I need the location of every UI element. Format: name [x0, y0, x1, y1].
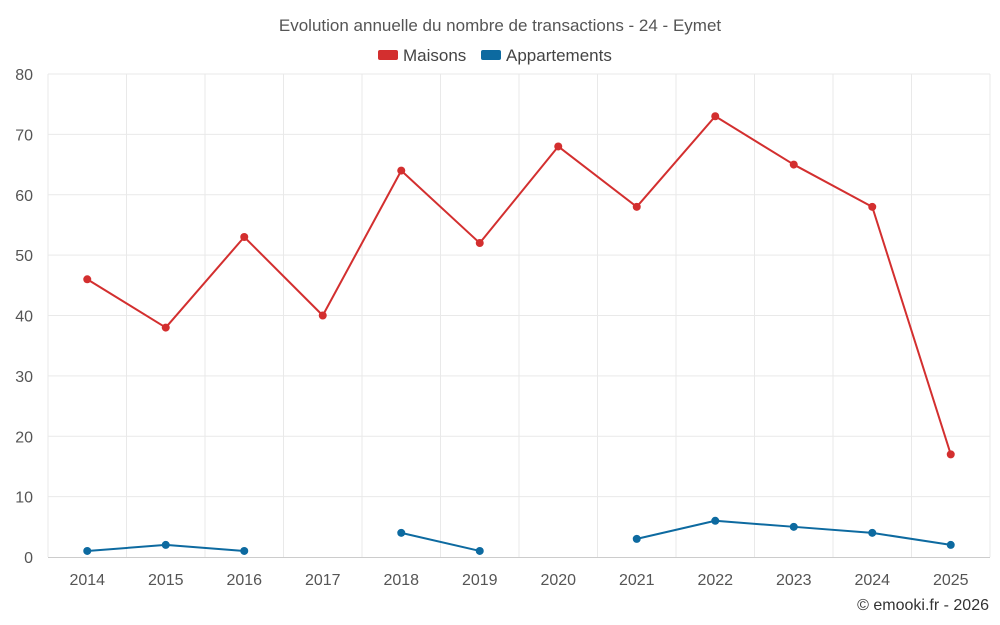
x-gridlines [47, 74, 991, 557]
data-point-appartements-2015[interactable] [161, 540, 170, 549]
data-point-appartements-2014[interactable] [83, 546, 92, 555]
series-layer [83, 112, 955, 555]
series-maisons [83, 112, 955, 459]
x-tick-label: 2021 [619, 572, 655, 589]
data-point-appartements-2021[interactable] [632, 534, 641, 543]
x-axis-ticks: 2014 2015 2016 2017 2018 2019 2020 2021 2022 2023… [69, 572, 968, 589]
y-tick-label: 60 [15, 188, 33, 205]
data-point-appartements-2022[interactable] [711, 516, 720, 525]
data-point-maisons-2020[interactable] [554, 142, 563, 151]
legend-label-appartements[interactable]: Appartements [506, 46, 612, 65]
y-tick-label: 20 [15, 429, 33, 446]
data-point-maisons-2022[interactable] [711, 112, 720, 121]
data-point-maisons-2018[interactable] [397, 166, 406, 175]
series-appartements [83, 516, 955, 555]
x-tick-label: 2022 [697, 572, 733, 589]
x-tick-label: 2015 [148, 572, 184, 589]
chart-title: Evolution annuelle du nombre de transact… [279, 16, 722, 35]
data-point-maisons-2023[interactable] [789, 160, 798, 169]
x-tick-label: 2020 [540, 572, 576, 589]
x-tick-label: 2023 [776, 572, 812, 589]
x-tick-label: 2018 [383, 572, 419, 589]
y-tick-label: 10 [15, 490, 33, 507]
data-point-appartements-2023[interactable] [789, 522, 798, 531]
y-tick-label: 30 [15, 369, 33, 386]
data-point-maisons-2025[interactable] [946, 450, 955, 459]
data-point-appartements-2024[interactable] [868, 528, 877, 537]
legend-swatch-appartements [481, 50, 501, 60]
data-point-maisons-2017[interactable] [318, 311, 327, 320]
x-tick-label: 2016 [226, 572, 262, 589]
x-tick-label: 2017 [305, 572, 341, 589]
y-tick-label: 80 [15, 67, 33, 84]
x-tick-label: 2014 [69, 572, 105, 589]
x-tick-label: 2025 [933, 572, 969, 589]
legend: Maisons Appartements [378, 46, 612, 65]
x-tick-label: 2019 [462, 572, 498, 589]
data-point-appartements-2025[interactable] [946, 540, 955, 549]
series-line-appartements [401, 531, 480, 552]
data-point-maisons-2015[interactable] [161, 323, 170, 332]
x-tick-label: 2024 [854, 572, 890, 589]
data-point-maisons-2019[interactable] [475, 239, 484, 248]
y-axis-ticks: 0 10 20 30 40 50 60 70 80 [15, 67, 33, 567]
y-tick-label: 70 [15, 127, 33, 144]
data-point-appartements-2016[interactable] [240, 546, 249, 555]
y-tick-label: 50 [15, 248, 33, 265]
data-point-appartements-2018[interactable] [397, 528, 406, 537]
data-point-maisons-2014[interactable] [83, 275, 92, 284]
legend-swatch-maisons [378, 50, 398, 60]
y-tick-label: 0 [24, 550, 33, 567]
legend-label-maisons[interactable]: Maisons [403, 46, 466, 65]
series-line-maisons [86, 115, 952, 455]
credit: © emooki.fr - 2026 [857, 597, 989, 614]
data-point-maisons-2021[interactable] [632, 202, 641, 211]
y-tick-label: 40 [15, 309, 33, 326]
data-point-maisons-2024[interactable] [868, 202, 877, 211]
data-point-maisons-2016[interactable] [240, 233, 249, 242]
data-point-appartements-2019[interactable] [475, 546, 484, 555]
